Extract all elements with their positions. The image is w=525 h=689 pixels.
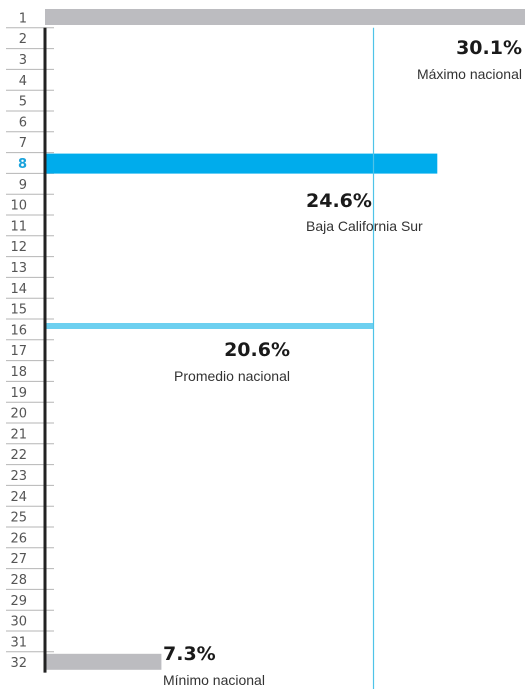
rank-label-5: 5 <box>19 95 27 110</box>
rank-label-29: 29 <box>10 594 27 609</box>
rank-label-21: 21 <box>10 427 27 442</box>
rank-label-31: 31 <box>10 635 27 650</box>
bar-rank-1 <box>45 9 525 25</box>
rank-label-8: 8 <box>18 157 27 172</box>
rank-label-3: 3 <box>19 53 27 68</box>
bar-rank-8 <box>45 153 438 174</box>
rank-label-9: 9 <box>19 178 27 193</box>
annotation-value-highlight: 24.6% <box>306 190 372 212</box>
rank-label-27: 27 <box>10 552 27 567</box>
annotation-value-average: 20.6% <box>224 339 290 361</box>
rank-label-22: 22 <box>10 448 27 463</box>
rank-label-24: 24 <box>10 490 27 505</box>
rank-label-19: 19 <box>10 386 27 401</box>
rank-label-11: 11 <box>10 219 27 234</box>
rank-label-2: 2 <box>19 32 27 47</box>
rank-label-30: 30 <box>10 615 27 630</box>
rank-label-17: 17 <box>10 344 27 359</box>
rank-label-25: 25 <box>10 511 27 526</box>
rank-label-7: 7 <box>19 136 27 151</box>
bar-rank-16 <box>45 323 374 329</box>
annotation-caption-highlight: Baja California Sur <box>306 218 423 234</box>
annotation-value-min: 7.3% <box>163 643 216 665</box>
rank-label-13: 13 <box>10 261 27 276</box>
rank-label-20: 20 <box>10 407 27 422</box>
rank-label-10: 10 <box>10 199 27 214</box>
rank-label-18: 18 <box>10 365 27 380</box>
annotation-caption-max: Máximo nacional <box>417 66 522 82</box>
bars-layer <box>45 9 525 670</box>
rank-labels-layer: 1234567891011121314151617181920212223242… <box>10 11 27 671</box>
bar-rank-32 <box>45 653 162 670</box>
rank-label-4: 4 <box>19 74 27 89</box>
rank-label-26: 26 <box>10 531 27 546</box>
rank-label-16: 16 <box>10 323 27 338</box>
rank-label-15: 15 <box>10 303 27 318</box>
rank-label-6: 6 <box>19 115 27 130</box>
rank-label-1: 1 <box>19 11 27 26</box>
annotation-caption-average: Promedio nacional <box>174 368 290 384</box>
annotations-layer: 30.1% Máximo nacional 24.6% Baja California… <box>163 37 522 688</box>
rank-label-32: 32 <box>10 656 27 671</box>
rank-label-14: 14 <box>10 282 27 297</box>
rank-label-23: 23 <box>10 469 27 484</box>
rank-label-28: 28 <box>10 573 27 588</box>
annotation-caption-min: Mínimo nacional <box>163 672 265 688</box>
annotation-value-max: 30.1% <box>456 37 522 59</box>
rank-label-12: 12 <box>10 240 27 255</box>
